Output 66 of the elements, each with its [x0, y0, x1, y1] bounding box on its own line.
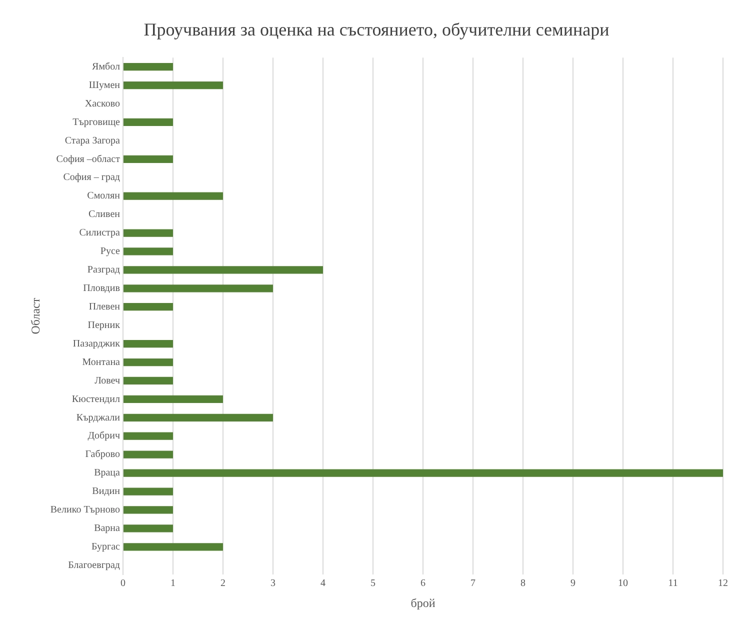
bar [123, 469, 723, 477]
bar [123, 543, 223, 551]
y-tick-label: Монтана [82, 356, 121, 368]
y-tick-label: Велико Търново [50, 504, 120, 516]
x-tick-label: 9 [570, 578, 576, 590]
bar [123, 358, 173, 366]
y-tick-label: Сливен [88, 209, 121, 220]
chart-title: Проучвания за оценка на състоянието, обучителни семинари [144, 20, 610, 40]
x-tick-label: 2 [220, 578, 226, 590]
bar [123, 395, 223, 403]
x-tick-label: 8 [520, 578, 526, 590]
y-tick-label: Ловеч [94, 375, 120, 386]
y-tick-label: Шумен [88, 80, 121, 91]
y-tick-label: Русе [100, 246, 121, 258]
y-tick-label: Плевен [88, 301, 121, 312]
bar [123, 432, 173, 440]
y-tick-label: Бургас [92, 542, 121, 553]
y-tick-label: Видин [92, 486, 121, 498]
bar [123, 63, 173, 71]
bar [123, 488, 173, 496]
y-axis-title: Област [28, 297, 42, 334]
x-tick-label: 12 [718, 578, 728, 590]
x-axis-title: брой [410, 596, 436, 610]
bar [123, 284, 273, 292]
x-tick-label: 0 [120, 578, 126, 590]
y-tick-label: Благоевград [68, 560, 120, 571]
x-tick-label: 1 [170, 578, 176, 590]
bar [123, 118, 173, 126]
y-tick-label: София –област [56, 154, 121, 165]
x-tick-label: 5 [370, 578, 376, 590]
y-tick-label: Стара Загора [64, 135, 121, 146]
y-tick-label: Разград [87, 264, 120, 276]
x-tick-label: 6 [420, 578, 426, 590]
y-tick-label: Ямбол [92, 61, 120, 72]
bar [123, 266, 323, 274]
bar [123, 248, 173, 256]
y-tick-label: Пазарджик [72, 338, 120, 350]
bar [123, 340, 173, 348]
y-tick-label: Добрич [88, 430, 120, 442]
bar [123, 414, 273, 422]
y-tick-label: Перник [88, 320, 120, 331]
bar [123, 81, 223, 90]
bar [123, 192, 223, 200]
x-tick-label: 3 [270, 578, 276, 590]
y-tick-label: Хасково [84, 98, 120, 110]
bar [123, 506, 173, 514]
y-tick-label: Кюстендил [72, 394, 120, 405]
y-tick-label: Враца [94, 468, 121, 479]
x-tick-label: 7 [470, 578, 476, 590]
x-tick-label: 4 [320, 578, 326, 590]
bar [123, 229, 173, 237]
bar [123, 524, 173, 532]
y-tick-label: Силистра [79, 228, 121, 239]
x-tick-label: 11 [668, 578, 678, 590]
y-tick-label: Габрово [85, 449, 120, 460]
x-tick-label: 10 [618, 578, 628, 590]
y-tick-label: Смолян [87, 190, 121, 202]
bar [123, 155, 173, 163]
y-tick-label: Кърджали [76, 412, 121, 424]
bar [123, 450, 173, 458]
y-tick-label: Варна [94, 523, 121, 534]
y-tick-label: Пловдив [83, 283, 120, 294]
y-tick-label: Търговище [72, 116, 121, 128]
bar [123, 303, 173, 311]
bar [123, 376, 173, 385]
y-tick-label: София – град [63, 172, 120, 184]
